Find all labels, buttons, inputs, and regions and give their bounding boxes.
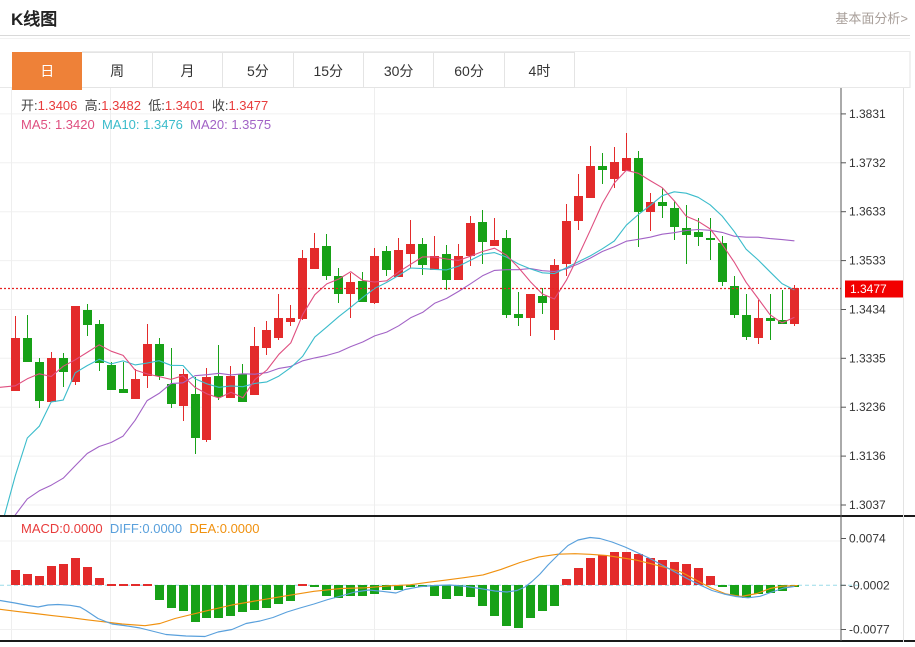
svg-text:1.3633: 1.3633 (849, 205, 886, 219)
svg-text:1.3136: 1.3136 (849, 449, 886, 463)
svg-text:1.3434: 1.3434 (849, 303, 886, 317)
svg-text:1.3477: 1.3477 (850, 282, 887, 296)
svg-text:1.3236: 1.3236 (849, 400, 886, 414)
svg-text:1.3831: 1.3831 (849, 107, 886, 121)
svg-text:1.3732: 1.3732 (849, 156, 886, 170)
svg-text:0.0074: 0.0074 (849, 532, 886, 546)
svg-text:1.3037: 1.3037 (849, 498, 886, 512)
svg-text:1.3335: 1.3335 (849, 351, 886, 365)
svg-text:-0.0077: -0.0077 (849, 623, 890, 637)
svg-text:-0.0002: -0.0002 (849, 578, 890, 592)
svg-text:1.3533: 1.3533 (849, 254, 886, 268)
